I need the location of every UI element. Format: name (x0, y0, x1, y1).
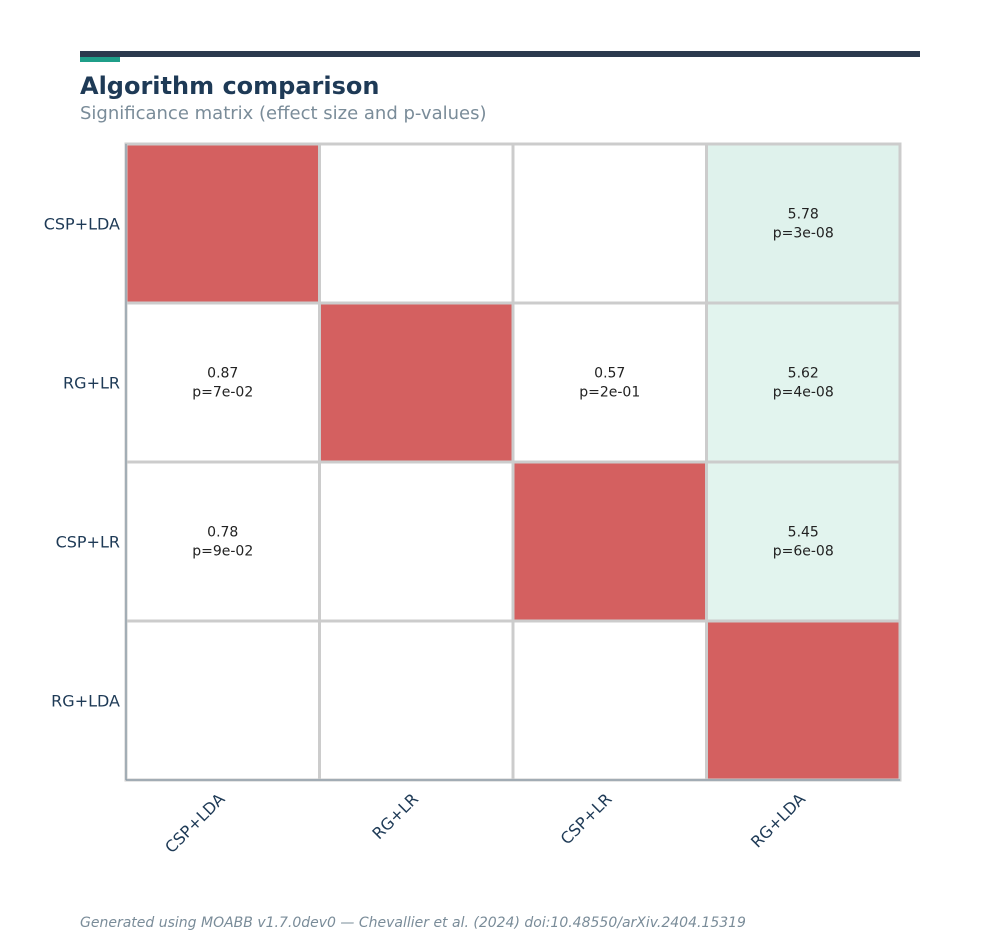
matrix-cell (511, 301, 708, 464)
matrix-cell (705, 142, 902, 305)
matrix-cell (511, 142, 708, 305)
cell-pvalue-label: p=7e-02 (192, 385, 253, 401)
cell-pvalue-label: p=2e-01 (579, 385, 640, 401)
matrix-cell (124, 619, 321, 782)
matrix-cell (318, 619, 515, 782)
y-tick-label: CSP+LR (56, 533, 120, 552)
x-tick-label: RG+LDA (747, 789, 809, 851)
matrix-cell (124, 142, 321, 305)
footer-credit: Generated using MOABB v1.7.0dev0 — Cheva… (80, 915, 746, 931)
chart-subtitle: Significance matrix (effect size and p-v… (80, 103, 487, 124)
matrix-cell (318, 142, 515, 305)
x-tick-label: CSP+LR (557, 789, 616, 848)
cell-effect-label: 5.78 (788, 207, 819, 223)
matrix-cell (705, 460, 902, 623)
y-tick-label: RG+LDA (51, 692, 120, 711)
cell-pvalue-label: p=3e-08 (773, 226, 834, 242)
matrix-cell (124, 460, 321, 623)
cell-effect-label: 0.87 (207, 366, 238, 382)
y-tick-label: RG+LR (63, 374, 120, 393)
matrix-cell (705, 301, 902, 464)
y-tick-label: CSP+LDA (44, 215, 120, 234)
cell-effect-label: 0.78 (207, 525, 238, 541)
matrix-cell (511, 460, 708, 623)
matrix-cell (705, 619, 902, 782)
cell-pvalue-label: p=9e-02 (192, 544, 253, 560)
title-accent (80, 57, 120, 62)
matrix-cell (318, 301, 515, 464)
x-tick-label: RG+LR (368, 789, 422, 843)
matrix-cell (511, 619, 708, 782)
cell-effect-label: 0.57 (594, 366, 625, 382)
cell-pvalue-label: p=6e-08 (773, 544, 834, 560)
cell-effect-label: 5.62 (788, 366, 819, 382)
cell-effect-label: 5.45 (788, 525, 819, 541)
cell-pvalue-label: p=4e-08 (773, 385, 834, 401)
x-tick-label: CSP+LDA (161, 789, 228, 856)
matrix-cell (318, 460, 515, 623)
title-rule (80, 51, 920, 57)
matrix-cell (124, 301, 321, 464)
chart-title: Algorithm comparison (80, 72, 380, 100)
